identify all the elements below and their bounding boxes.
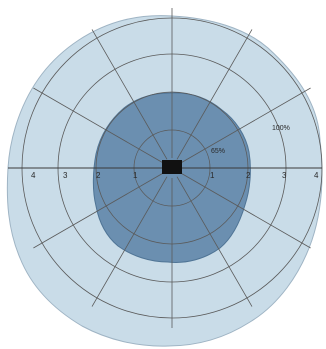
inner-field-region	[92, 92, 251, 263]
label-inner-percent: 65%	[211, 148, 225, 155]
tick-left-2: 2	[96, 171, 101, 180]
tick-right-2: 2	[246, 171, 251, 180]
radial-lines	[33, 8, 311, 328]
radial-line-150	[33, 87, 164, 164]
tick-left-1: 1	[133, 171, 138, 180]
radial-line-210	[33, 172, 164, 249]
tick-left-4: 4	[31, 171, 36, 180]
tick-right-1: 1	[210, 171, 215, 180]
label-outer-percent: 100%	[272, 125, 290, 132]
radial-line-30	[180, 87, 311, 164]
radial-line-330	[180, 172, 311, 249]
radial-line-240	[91, 176, 168, 307]
radial-line-300	[176, 176, 253, 307]
radial-line-120	[91, 29, 168, 160]
tick-right-4: 4	[314, 171, 319, 180]
center-marker	[162, 160, 182, 174]
tick-right-3: 3	[282, 171, 287, 180]
tick-left-3: 3	[63, 171, 68, 180]
radial-line-60	[176, 29, 253, 160]
